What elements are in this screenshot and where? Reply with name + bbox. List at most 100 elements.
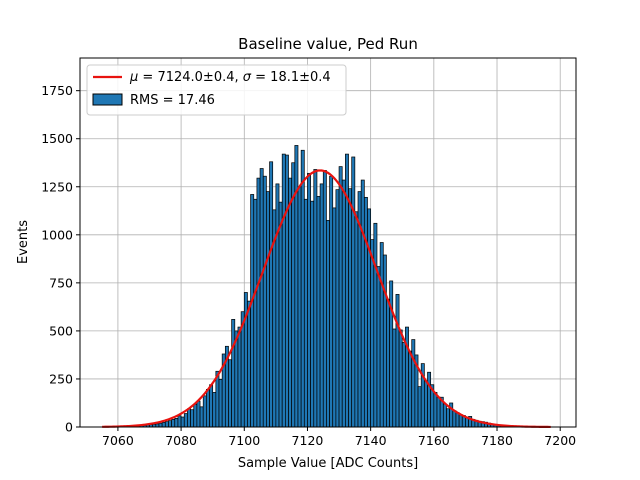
- histogram-bar: [386, 298, 390, 428]
- histogram-bar: [183, 413, 188, 428]
- plot-frame: [79, 57, 577, 428]
- histogram-bar: [196, 400, 201, 428]
- legend-fit-sigma-value: = 18.1±0.4: [251, 70, 331, 85]
- y-axis-ticks: 0 250 500 750 1000 1250 1500 1750: [41, 83, 80, 435]
- legend-histogram-swatch: [92, 93, 123, 106]
- y-tick-label-6: 1500: [41, 131, 73, 146]
- y-tick-label-7: 1750: [41, 83, 73, 98]
- histogram-bar: [326, 220, 330, 428]
- histogram-bar: [370, 239, 375, 428]
- histogram-bar: [212, 392, 217, 428]
- legend-box: [86, 64, 347, 116]
- histogram-bar: [329, 175, 334, 428]
- y-axis-label: Events: [16, 220, 31, 264]
- histogram-bar: [382, 254, 387, 428]
- histogram-bar: [433, 392, 438, 428]
- histogram-bar: [177, 415, 182, 428]
- y-tick-label-5: 1250: [41, 179, 73, 194]
- histogram-bar: [417, 386, 422, 428]
- histogram-bar: [193, 403, 198, 428]
- histogram-bar: [231, 319, 236, 428]
- histogram-bar: [158, 422, 163, 428]
- histogram-bar: [335, 189, 340, 428]
- histogram-bar: [341, 179, 346, 428]
- x-axis-ticks: 7060 7080 7100 7120 7140 7160 7180 7200: [102, 427, 576, 448]
- histogram-bar: [351, 156, 356, 428]
- histogram-bar: [446, 408, 450, 428]
- histogram-bar: [266, 191, 270, 428]
- histogram-bar: [408, 350, 413, 428]
- legend-fit-mu-symbol: μ: [129, 70, 138, 85]
- histogram-bar: [313, 169, 318, 428]
- histogram-bar: [269, 161, 274, 428]
- y-tick-label-3: 750: [49, 275, 73, 290]
- legend-fit-mu-value: = 7124.0±0.4,: [138, 70, 242, 85]
- histogram-bar: [392, 328, 397, 428]
- histogram-bar: [376, 266, 381, 428]
- histogram-bar: [291, 162, 296, 428]
- histogram-bar: [411, 339, 416, 428]
- y-tick-label-0: 0: [65, 420, 73, 435]
- histogram-bar: [297, 186, 302, 428]
- histogram-bar: [174, 418, 179, 428]
- histogram-bar: [316, 196, 321, 428]
- histogram-bar: [367, 208, 371, 428]
- histogram-bar: [452, 410, 457, 428]
- histogram-bar: [458, 414, 463, 428]
- chart-title: Baseline value, Ped Run: [238, 35, 418, 53]
- histogram-bar: [228, 359, 232, 428]
- x-axis-label: Sample Value [ADC Counts]: [238, 456, 418, 471]
- y-tick-label-2: 500: [49, 323, 73, 338]
- histogram-bar: [288, 177, 293, 428]
- histogram-bar: [256, 177, 261, 428]
- histogram-bar: [278, 201, 283, 428]
- histogram-bar: [379, 242, 384, 428]
- y-tick-label-1: 250: [49, 371, 73, 386]
- histogram-bar: [164, 421, 169, 428]
- x-tick-label-5: 7160: [418, 433, 450, 448]
- histogram-bar: [338, 166, 343, 428]
- histogram-bar: [171, 418, 176, 428]
- x-tick-label-0: 7060: [102, 433, 134, 448]
- histogram-bar: [319, 183, 324, 428]
- histogram-bar: [199, 406, 204, 428]
- histogram-bar: [262, 175, 267, 428]
- gaussian-fit-line: [102, 169, 551, 429]
- histogram-bar: [206, 388, 210, 428]
- histogram-bar: [332, 207, 337, 428]
- histogram-bar: [168, 420, 172, 428]
- legend-fit-label: μ = 7124.0±0.4, σ = 18.1±0.4: [129, 70, 331, 85]
- histogram-bar: [455, 412, 460, 428]
- x-tick-label-7: 7200: [544, 433, 576, 448]
- histogram-bar: [322, 170, 327, 428]
- histogram-bar: [275, 183, 280, 428]
- histogram-bar: [247, 300, 251, 428]
- histogram-bar: [187, 408, 191, 428]
- histogram-bar: [218, 378, 223, 428]
- histogram-bar: [202, 395, 207, 428]
- histogram-bar: [436, 396, 441, 428]
- histogram-bar: [285, 154, 289, 428]
- histogram-bar: [253, 198, 258, 428]
- histogram-bar: [234, 330, 239, 428]
- histogram-bar: [363, 196, 368, 428]
- histogram-bar: [161, 422, 166, 428]
- histogram-bar: [237, 326, 242, 428]
- histogram-bar: [360, 179, 365, 428]
- histogram-bar: [250, 194, 255, 428]
- histogram-bar: [348, 188, 353, 428]
- histogram-bar: [259, 168, 264, 428]
- histogram-bar: [300, 149, 305, 428]
- x-tick-label-3: 7120: [292, 433, 324, 448]
- legend-fit-sigma-symbol: σ: [243, 70, 252, 85]
- histogram-bar: [442, 403, 447, 428]
- histogram-bar: [310, 200, 315, 428]
- legend-histogram-label: RMS = 17.46: [130, 93, 215, 108]
- histogram-bar: [427, 371, 432, 428]
- y-tick-label-4: 1000: [41, 227, 73, 242]
- histogram-bar: [303, 198, 308, 428]
- x-tick-label-4: 7140: [355, 433, 387, 448]
- histogram-bar: [281, 153, 286, 428]
- x-tick-label-1: 7080: [165, 433, 197, 448]
- histogram-bar: [354, 211, 359, 428]
